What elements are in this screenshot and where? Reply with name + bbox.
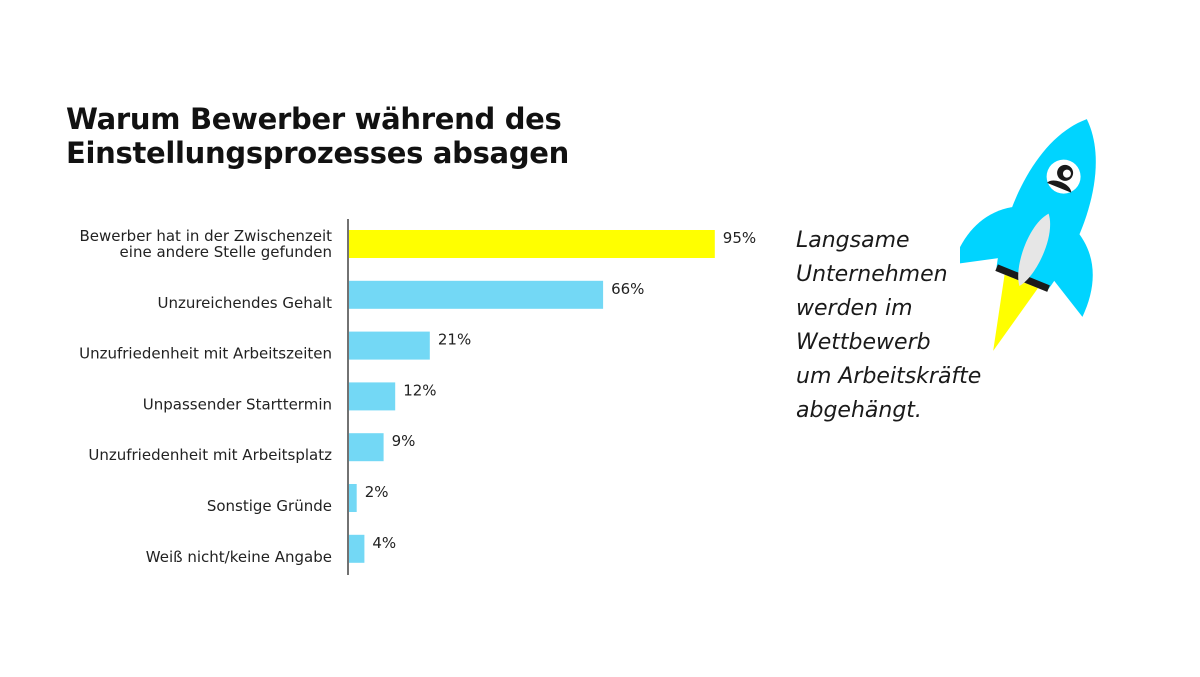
side-text-line-4: Wettbewerb xyxy=(796,330,931,355)
side-text-line-3: werden im xyxy=(796,296,913,321)
bar-chart: 95% Bewerber hat in der Zwischenzeiteine … xyxy=(79,219,756,575)
side-text-line-5: um Arbeitskräfte xyxy=(796,364,982,389)
rocket-body xyxy=(996,119,1096,290)
bars-layer: 95% Bewerber hat in der Zwischenzeiteine … xyxy=(79,227,756,566)
rocket-astronaut-face xyxy=(1062,169,1071,178)
side-text-line-6: abgehängt. xyxy=(796,398,922,423)
value-label-6: 2% xyxy=(365,483,389,501)
bar-5 xyxy=(349,433,384,462)
value-label-4: 12% xyxy=(403,381,436,399)
rocket-center-fin xyxy=(1018,213,1050,286)
bar-6 xyxy=(349,484,357,512)
bar-3 xyxy=(349,331,430,360)
value-label-7: 4% xyxy=(372,534,396,552)
side-text: Langsame Unternehmen werden im Wettbewer… xyxy=(796,224,996,428)
bar-7 xyxy=(349,534,365,563)
bar-4 xyxy=(349,382,396,411)
category-label-1-line-2: eine andere Stelle gefunden xyxy=(120,243,332,261)
value-label-5: 9% xyxy=(392,432,416,450)
value-label-2: 66% xyxy=(611,280,644,298)
side-text-line-1: Langsame xyxy=(796,228,910,253)
category-label-5: Unzufriedenheit mit Arbeitsplatz xyxy=(88,446,332,464)
rocket-astronaut-shoulders xyxy=(1047,180,1072,193)
category-label-6: Sonstige Gründe xyxy=(207,497,332,515)
value-label-1: 95% xyxy=(723,229,756,247)
chart-title-line-2: Einstellungsprozesses absagen xyxy=(66,136,569,170)
category-label-4: Unpassender Starttermin xyxy=(143,395,332,413)
bar-2 xyxy=(349,280,604,309)
rocket-flame xyxy=(993,274,1038,351)
bar-1 xyxy=(349,230,715,258)
chart-title-line-1: Warum Bewerber während des xyxy=(66,102,562,136)
rocket-left-wing xyxy=(960,205,1022,265)
category-label-3: Unzufriedenheit mit Arbeitszeiten xyxy=(79,345,332,363)
category-label-1-line-1: Bewerber hat in der Zwischenzeit xyxy=(79,227,332,245)
category-label-7: Weiß nicht/keine Angabe xyxy=(146,548,332,566)
value-label-3: 21% xyxy=(438,331,471,349)
chart-title: Warum Bewerber während des Einstellungsp… xyxy=(66,102,706,170)
category-label-2: Unzureichendes Gehalt xyxy=(157,294,332,312)
rocket-icon xyxy=(960,119,1096,351)
rocket-right-wing xyxy=(1053,226,1093,317)
side-text-line-2: Unternehmen xyxy=(796,262,948,287)
